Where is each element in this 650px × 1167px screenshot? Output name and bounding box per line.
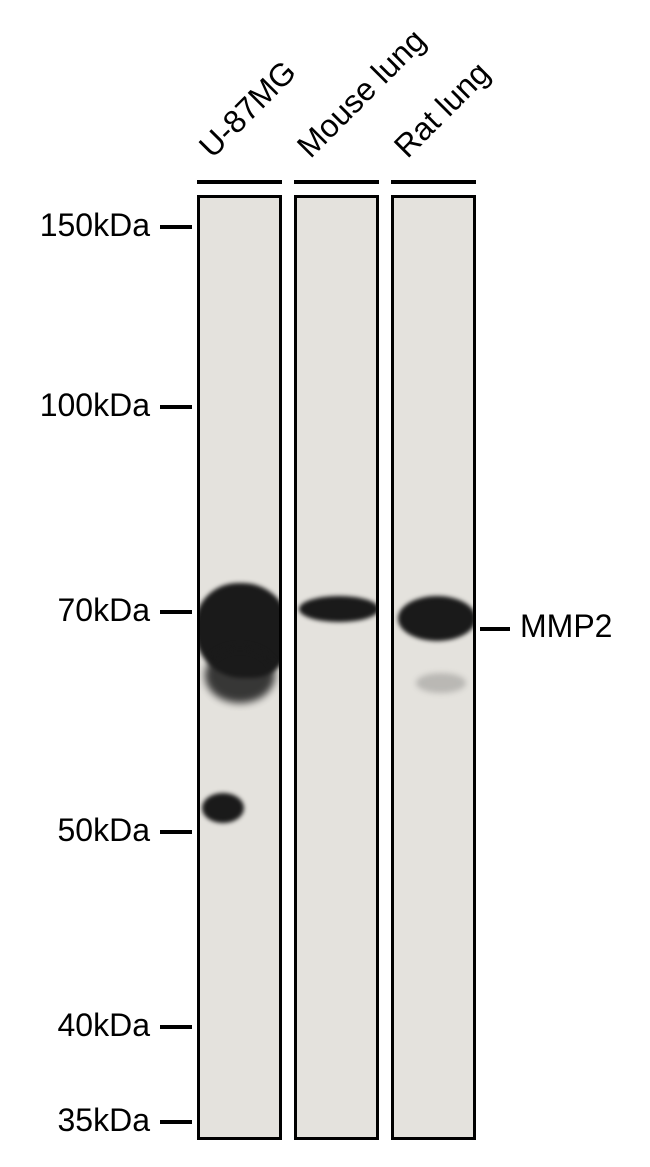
blot-lane-1	[197, 195, 282, 1140]
mw-label-40: 40kDa	[20, 1007, 150, 1044]
protein-tick	[480, 627, 510, 631]
band-lane2-main	[299, 596, 379, 622]
band-lane1-smear	[205, 648, 275, 703]
lane-underline-1	[197, 180, 282, 184]
mw-tick-150	[160, 225, 192, 229]
mw-label-150: 150kDa	[20, 207, 150, 244]
mw-tick-35	[160, 1120, 192, 1124]
mw-label-100: 100kDa	[20, 387, 150, 424]
lane-underline-2	[294, 180, 379, 184]
mw-tick-40	[160, 1025, 192, 1029]
mw-label-50: 50kDa	[20, 812, 150, 849]
mw-label-70: 70kDa	[20, 592, 150, 629]
western-blot-figure: U-87MG Mouse lung Rat lung 150kDa 100kDa…	[0, 0, 650, 1167]
mw-tick-100	[160, 405, 192, 409]
band-lane1-lower	[202, 793, 244, 823]
lane-underline-3	[391, 180, 476, 184]
band-lane3-main	[398, 596, 476, 641]
blot-lane-3	[391, 195, 476, 1140]
lane-label-1: U-87MG	[192, 53, 304, 165]
mw-tick-70	[160, 610, 192, 614]
blot-lane-2	[294, 195, 379, 1140]
protein-label: MMP2	[520, 608, 612, 645]
band-lane3-faint	[416, 673, 466, 693]
mw-tick-50	[160, 830, 192, 834]
mw-label-35: 35kDa	[20, 1102, 150, 1139]
